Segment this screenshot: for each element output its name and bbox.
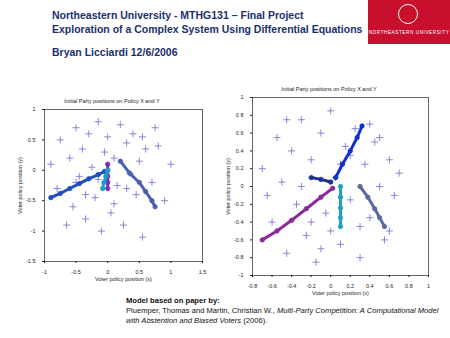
svg-text:-0.5: -0.5: [71, 269, 80, 275]
svg-text:Voter policy position (x): Voter policy position (x): [95, 276, 152, 282]
svg-text:-0.4: -0.4: [234, 219, 243, 225]
html-text:Initial Party positions on Pol: Initial Party positions on Policy X and …: [281, 86, 377, 92]
svg-text:0.8: 0.8: [405, 283, 413, 289]
html-text:Exploration of a Complex Syste: Exploration of a Complex System Using Di…: [52, 23, 363, 35]
svg-text:0: 0: [32, 167, 35, 173]
html-text:Pluemper, Thomas and Martin, C: Pluemper, Thomas and Martin, Christian W…: [126, 306, 439, 325]
svg-text:-0.8: -0.8: [248, 283, 257, 289]
svg-text:-1: -1: [239, 272, 244, 278]
svg-text:-0.6: -0.6: [234, 237, 243, 243]
svg-text:Voter policy position (y): Voter policy position (y): [225, 158, 231, 215]
html-text:Model based on paper by:: Model based on paper by:: [126, 296, 220, 305]
svg-text:-0.2: -0.2: [306, 283, 315, 289]
svg-text:-0.8: -0.8: [234, 254, 243, 260]
svg-text:0.2: 0.2: [236, 165, 244, 171]
svg-text:0.6: 0.6: [386, 283, 394, 289]
svg-text:-1.5: -1.5: [26, 258, 35, 264]
svg-text:0.4: 0.4: [236, 148, 244, 154]
svg-text:0: 0: [106, 269, 109, 275]
svg-text:1: 1: [240, 94, 243, 100]
svg-text:-0.4: -0.4: [287, 283, 296, 289]
html-text:Bryan Licciardi 12/6/2006: Bryan Licciardi 12/6/2006: [52, 46, 178, 58]
html-text:Initial Party positions on Pol: Initial Party positions on Policy X and …: [64, 98, 160, 104]
svg-text:-0.2: -0.2: [234, 201, 243, 207]
svg-text:0.8: 0.8: [236, 112, 244, 118]
svg-text:-0.5: -0.5: [26, 197, 35, 203]
svg-text:0.2: 0.2: [346, 283, 354, 289]
svg-text:0.6: 0.6: [236, 130, 244, 136]
svg-text:0.5: 0.5: [135, 269, 143, 275]
html-text:NORTHEASTERN UNIVERSITY: NORTHEASTERN UNIVERSITY: [368, 30, 450, 35]
svg-text:1: 1: [32, 106, 35, 112]
svg-text:Voter policy position (y): Voter policy position (y): [17, 157, 23, 214]
svg-text:0: 0: [329, 283, 332, 289]
html-text:Northeastern University - MTHG: Northeastern University - MTHG131 – Fina…: [52, 9, 304, 21]
svg-text:1: 1: [169, 269, 172, 275]
svg-text:-1: -1: [31, 228, 36, 234]
svg-text:Voter policy position (x): Voter policy position (x): [312, 290, 369, 296]
svg-text:0: 0: [240, 183, 243, 189]
svg-text:0.4: 0.4: [366, 283, 374, 289]
svg-text:-0.6: -0.6: [267, 283, 276, 289]
svg-text:0.5: 0.5: [28, 137, 36, 143]
svg-text:1: 1: [427, 283, 430, 289]
svg-text:1.5: 1.5: [199, 269, 207, 275]
svg-text:-1: -1: [42, 269, 47, 275]
